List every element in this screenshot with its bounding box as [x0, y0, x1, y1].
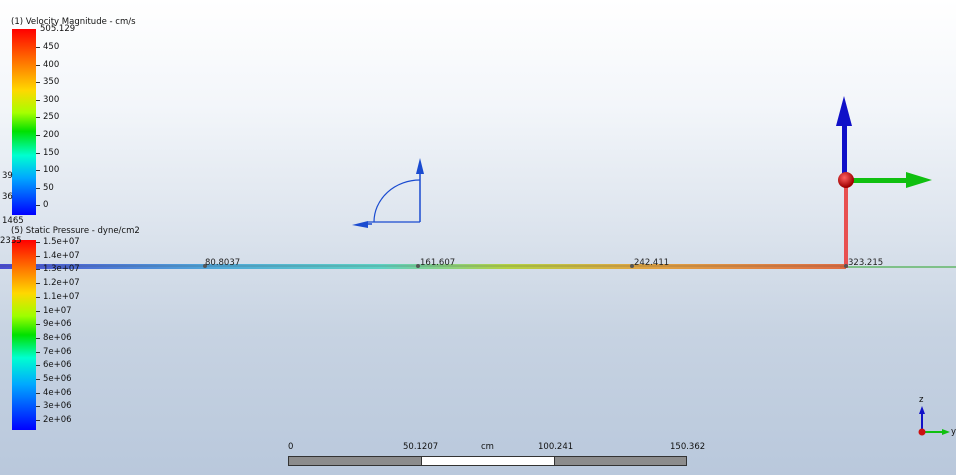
pressure-tick-label: 1.3e+07 [43, 264, 80, 275]
pressure-colorbar [12, 240, 36, 430]
probe-label: 161.607 [420, 258, 456, 268]
velocity-max-label: 505.129 [40, 24, 76, 34]
pressure-tick-label: 1.5e+07 [43, 237, 80, 247]
pressure-tick-label: 1.1e+07 [43, 291, 80, 302]
pressure-tick-mark [36, 406, 40, 408]
probe-label: 323.215 [848, 258, 884, 268]
pressure-tick-label: 9e+06 [43, 319, 72, 330]
pressure-legend-title: (5) Static Pressure - dyne/cm2 [11, 226, 140, 236]
orientation-triad-icon [918, 406, 950, 436]
velocity-tick-label: 450 [43, 42, 60, 52]
velocity-tick-mark [36, 135, 40, 136]
velocity-tick-label: 150 [43, 147, 60, 158]
velocity-tick-label: 300 [43, 94, 60, 105]
pressure-tick-label: 4e+06 [43, 387, 72, 398]
pressure-tick-mark [36, 337, 40, 339]
velocity-tick-label: 250 [43, 112, 60, 123]
clipped-label: 2335 [0, 236, 22, 246]
scale-label-2: 100.241 [538, 442, 574, 452]
clipped-label: 36 [2, 192, 13, 202]
probe-node-4[interactable] [844, 264, 848, 268]
scale-bar-segment-3 [554, 456, 687, 466]
velocity-colorbar [12, 29, 36, 215]
pressure-tick-mark [36, 351, 40, 353]
pressure-tick-label: 6e+06 [43, 360, 72, 371]
pressure-tick-label: 3e+06 [43, 401, 72, 412]
pressure-tick-mark [36, 310, 40, 312]
triad-z-label: z [919, 395, 924, 405]
velocity-legend-title: (1) Velocity Magnitude - cm/s [11, 17, 136, 27]
velocity-tick-mark [36, 187, 40, 189]
velocity-tick-label: 50 [43, 182, 54, 193]
pressure-tick-label: 5e+06 [43, 374, 72, 384]
velocity-tick-mark [36, 82, 40, 84]
probe-label: 242.411 [634, 258, 670, 268]
pressure-tick-mark [36, 269, 40, 271]
velocity-tick-mark [36, 117, 40, 119]
pressure-tick-label: 1e+07 [43, 305, 72, 316]
bend-angle-icon [352, 158, 424, 228]
pipe-riser[interactable] [844, 182, 848, 268]
pressure-tick-mark [36, 379, 40, 380]
pressure-tick-mark [36, 324, 40, 326]
pressure-tick-mark [36, 420, 40, 422]
pressure-tick-mark [36, 392, 40, 394]
probe-node-2[interactable] [416, 264, 420, 268]
velocity-tick-label: 200 [43, 130, 60, 140]
triad-y-label: y [951, 427, 956, 437]
clipped-label: 1465 [2, 216, 24, 226]
velocity-tick-mark [36, 170, 40, 172]
probe-node-1[interactable] [203, 264, 207, 268]
velocity-tick-mark [36, 152, 40, 154]
clipped-label: 39 [2, 171, 13, 181]
pipe-horizontal[interactable] [0, 264, 846, 269]
pressure-tick-label: 1.2e+07 [43, 278, 80, 289]
pressure-tick-label: 1.4e+07 [43, 250, 80, 261]
scale-bar-segment-2 [421, 456, 556, 466]
velocity-tick-mark [36, 64, 40, 66]
pressure-tick-label: 2e+06 [43, 415, 72, 426]
velocity-tick-mark [36, 99, 40, 101]
pressure-tick-mark [36, 255, 40, 257]
node-triad-icon[interactable] [836, 96, 932, 188]
probe-node-3[interactable] [630, 264, 634, 268]
scale-unit-label: cm [481, 442, 494, 452]
scale-bar-segment-1 [288, 456, 423, 466]
pressure-tick-mark [36, 296, 40, 298]
pressure-tick-mark [36, 283, 40, 285]
pressure-tick-label: 8e+06 [43, 332, 72, 343]
velocity-tick-label: 400 [43, 59, 60, 70]
scale-label-3: 150.362 [670, 442, 706, 452]
pressure-tick-mark [36, 242, 40, 243]
probe-label: 80.8037 [205, 258, 241, 268]
velocity-tick-mark [36, 205, 40, 207]
velocity-tick-label: 100 [43, 165, 60, 176]
velocity-tick-label: 350 [43, 77, 60, 88]
scale-label-0: 0 [288, 442, 294, 452]
pressure-tick-mark [36, 365, 40, 367]
velocity-tick-label: 0 [43, 200, 49, 211]
scale-label-1: 50.1207 [403, 442, 439, 452]
pressure-tick-label: 7e+06 [43, 346, 72, 357]
velocity-tick-mark [36, 47, 40, 48]
